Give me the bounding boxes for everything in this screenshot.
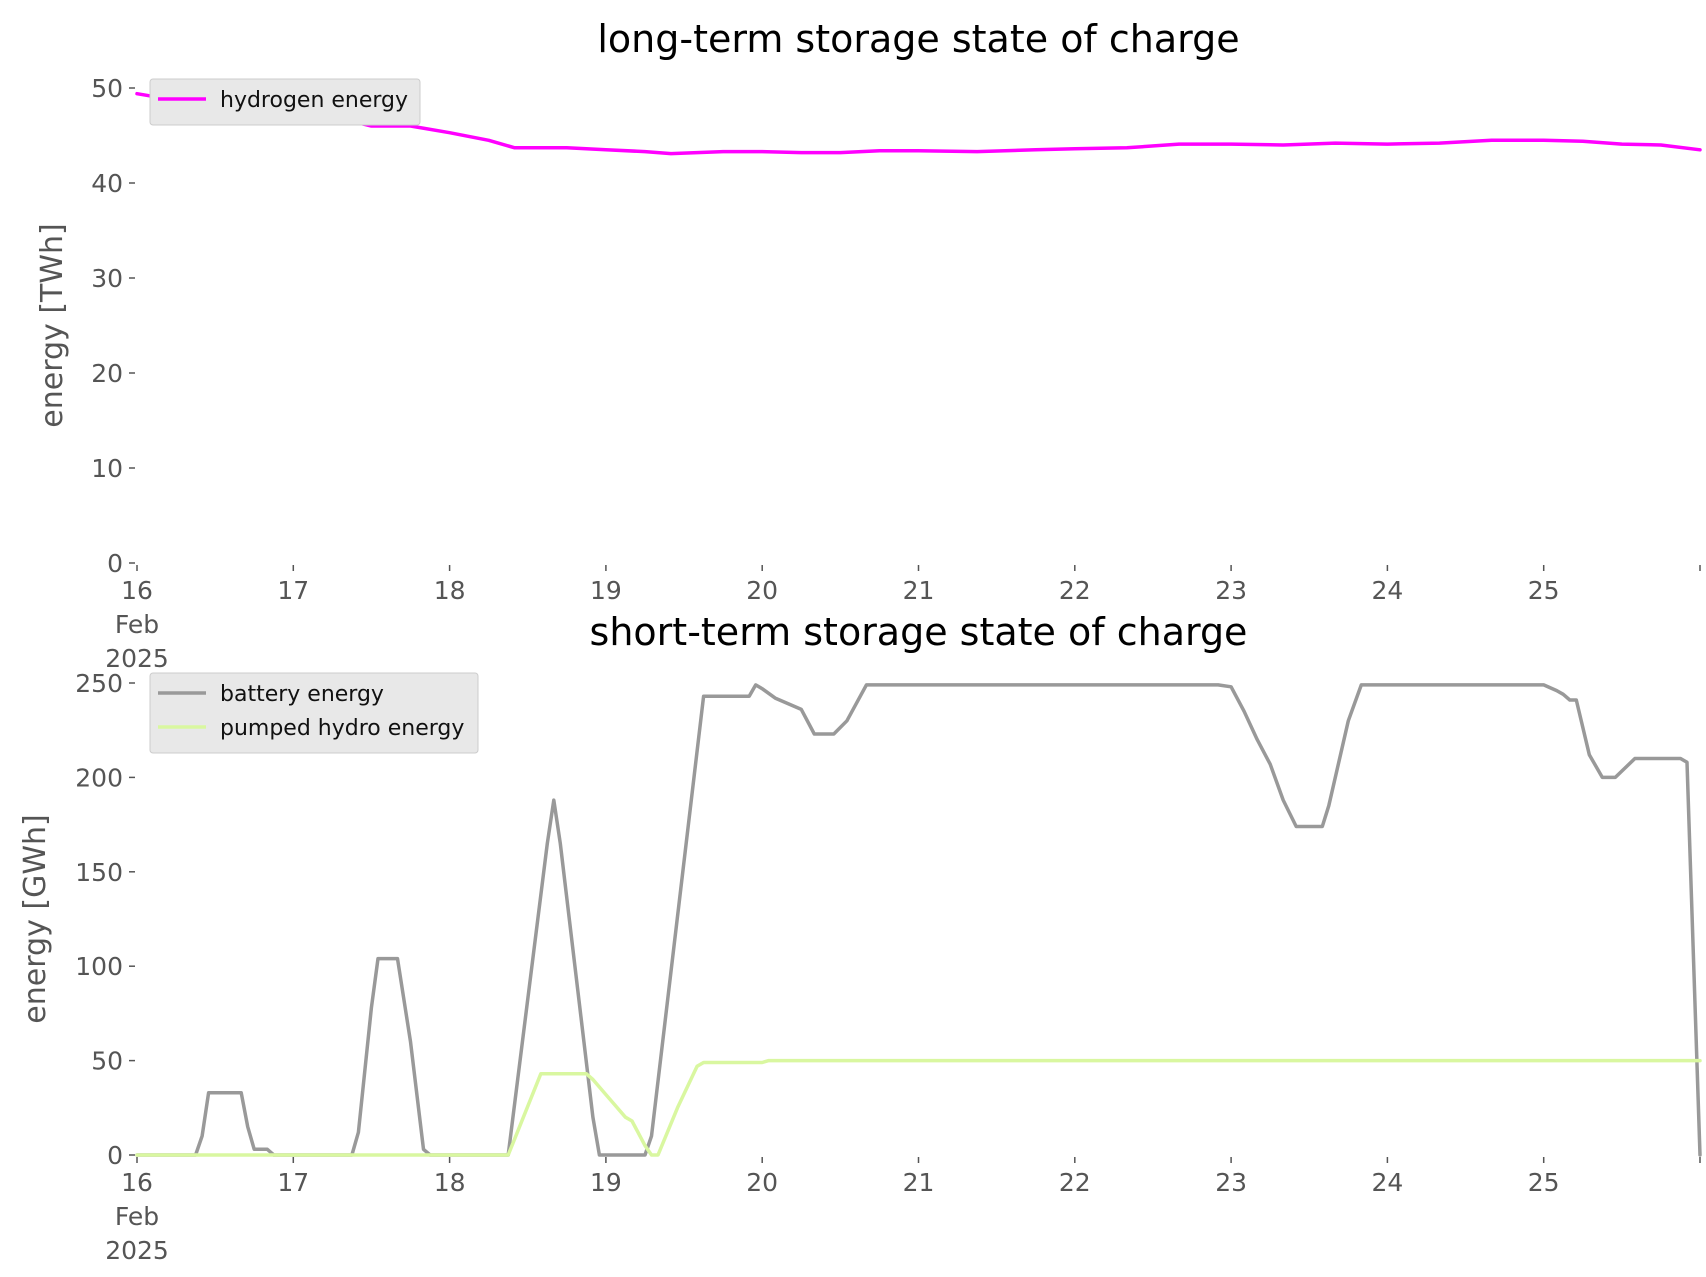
y-tick-label: 50 [91,1047,123,1076]
x-tick-label: 17 [277,1168,309,1197]
x-tick-label: 22 [1059,576,1091,605]
chart-title: long-term storage state of charge [597,17,1239,61]
y-tick-label: 30 [91,264,123,293]
x-tick-label: 21 [903,1168,935,1197]
y-axis-label: energy [TWh] [35,223,70,427]
chart-2: short-term storage state of charge energy… [18,610,1702,1265]
x-tick-label: 16 [121,1168,153,1197]
y-tick-label: 150 [75,858,123,887]
x-tick-label: 23 [1215,1168,1247,1197]
x-tick-label: 19 [590,1168,622,1197]
legend-label: battery energy [220,682,384,707]
legend-box [149,78,421,126]
x-tick-label: 25 [1528,1168,1560,1197]
x-tick-label: Feb [115,1202,159,1231]
y-tick-label: 50 [91,74,123,103]
y-tick-label: 20 [91,359,123,388]
x-tick-label: 24 [1371,1168,1403,1197]
chart-1: long-term storage state of charge energy … [35,17,1702,673]
x-tick-label: Feb [115,610,159,639]
x-tick-label: 21 [903,576,935,605]
legend-label: pumped hydro energy [220,716,464,741]
y-tick-label: 100 [75,952,123,981]
legend: hydrogen energy [149,78,421,126]
x-tick-label: 25 [1528,576,1560,605]
legend-box [149,672,479,754]
x-tick-label: 18 [434,1168,466,1197]
y-tick-label: 200 [75,763,123,792]
x-tick-label: 18 [434,576,466,605]
x-tick-label: 24 [1371,576,1403,605]
y-axis-label: energy [GWh] [18,814,53,1023]
y-tick-label: 0 [107,1141,123,1170]
y-tick-label: 10 [91,454,123,483]
y-tick-label: 40 [91,169,123,198]
x-tick-label: 16 [121,576,153,605]
x-tick-label: 20 [746,576,778,605]
x-tick-label: 23 [1215,576,1247,605]
chart-title: short-term storage state of charge [590,610,1248,654]
x-tick-label: 22 [1059,1168,1091,1197]
y-tick-label: 0 [107,549,123,578]
x-tick-label: 17 [277,576,309,605]
y-tick-label: 250 [75,669,123,698]
legend-label: hydrogen energy [220,88,408,113]
series-line-battery-energy [135,683,1702,1157]
x-tick-label: 2025 [105,644,169,673]
series-line-pumped-hydro-energy [135,1058,1702,1157]
x-tick-label: 19 [590,576,622,605]
legend: battery energy pumped hydro energy [149,672,479,754]
x-tick-label: 20 [746,1168,778,1197]
x-tick-label: 2025 [105,1236,169,1265]
